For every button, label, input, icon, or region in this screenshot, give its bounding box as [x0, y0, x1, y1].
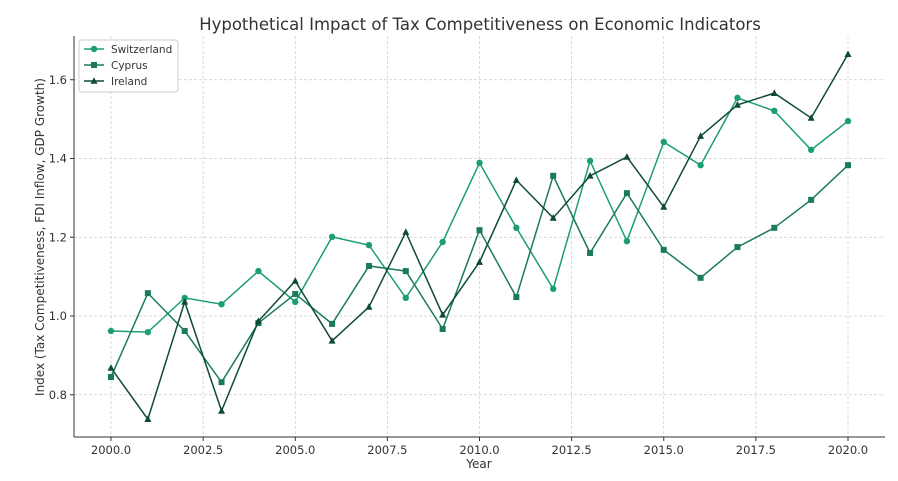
- x-tick-label: 2002.5: [183, 443, 223, 457]
- legend-marker-cyprus: [91, 62, 97, 68]
- y-tick-label: 0.8: [49, 388, 67, 402]
- data-point-ireland: [439, 311, 447, 318]
- data-point-ireland: [291, 277, 299, 284]
- data-point-switzerland: [807, 146, 815, 154]
- data-point-ireland: [402, 228, 410, 235]
- data-point-ireland: [844, 50, 852, 57]
- data-point-switzerland: [328, 233, 336, 241]
- data-point-ireland: [549, 214, 557, 221]
- data-point-cyprus: [660, 246, 667, 253]
- data-point-switzerland: [255, 267, 262, 275]
- data-point-cyprus: [365, 262, 372, 269]
- data-point-cyprus: [181, 327, 188, 334]
- y-tick-label: 1.0: [49, 309, 67, 323]
- data-point-switzerland: [623, 237, 631, 245]
- data-point-ireland: [512, 176, 520, 183]
- data-point-cyprus: [734, 244, 741, 251]
- y-tick-label: 1.4: [49, 152, 67, 166]
- data-point-ireland: [181, 298, 189, 305]
- data-point-ireland: [107, 364, 115, 371]
- x-tick-label: 2010.0: [459, 443, 499, 457]
- data-point-cyprus: [587, 250, 594, 256]
- data-point-cyprus: [108, 374, 114, 381]
- data-point-switzerland: [107, 327, 115, 335]
- data-point-cyprus: [550, 172, 557, 179]
- data-point-cyprus: [476, 227, 483, 234]
- x-tick-label: 2012.5: [552, 443, 592, 457]
- data-point-switzerland: [660, 138, 667, 146]
- x-tick-label: 2007.5: [367, 443, 407, 457]
- data-point-switzerland: [365, 241, 373, 249]
- data-point-switzerland: [586, 157, 594, 165]
- data-point-ireland: [697, 132, 705, 139]
- data-point-cyprus: [771, 224, 778, 231]
- data-point-switzerland: [292, 298, 299, 306]
- data-point-ireland: [623, 153, 631, 160]
- data-point-switzerland: [476, 159, 483, 167]
- data-point-switzerland: [771, 107, 778, 115]
- data-point-switzerland: [218, 300, 225, 308]
- data-point-switzerland: [844, 117, 852, 125]
- data-point-ireland: [365, 303, 373, 310]
- data-point-cyprus: [439, 325, 446, 332]
- data-point-cyprus: [329, 320, 336, 327]
- data-point-cyprus: [623, 190, 630, 197]
- legend-label-cyprus: Cyprus: [111, 60, 148, 72]
- data-point-ireland: [660, 203, 668, 210]
- data-point-cyprus: [218, 379, 225, 386]
- data-point-cyprus: [845, 162, 851, 169]
- legend-label-ireland: Ireland: [111, 76, 147, 88]
- data-point-switzerland: [513, 224, 520, 231]
- legend: Switzerland Cyprus Ireland: [78, 39, 179, 93]
- x-tick-label: 2020.0: [828, 443, 868, 457]
- x-tick-label: 2015.0: [644, 443, 684, 457]
- y-tick-label: 1.6: [49, 73, 67, 87]
- data-point-ireland: [770, 89, 778, 96]
- legend-label-switzerland: Switzerland: [111, 44, 172, 56]
- data-point-cyprus: [402, 268, 409, 275]
- y-tick-label: 1.2: [49, 230, 67, 244]
- data-point-cyprus: [513, 294, 520, 301]
- data-point-switzerland: [697, 161, 704, 169]
- x-tick-label: 2005.0: [275, 443, 315, 457]
- y-axis-label: Index (Tax Competitiveness, FDI Inflow, …: [33, 78, 47, 396]
- data-point-cyprus: [697, 274, 704, 281]
- data-point-switzerland: [181, 294, 188, 302]
- data-point-cyprus: [144, 290, 151, 297]
- data-point-ireland: [476, 258, 483, 265]
- data-point-ireland: [218, 407, 226, 414]
- data-point-ireland: [328, 337, 336, 344]
- data-point-switzerland: [402, 294, 409, 302]
- legend-marker-switzerland: [90, 45, 98, 53]
- legend-marker-ireland: [90, 77, 98, 84]
- data-point-ireland: [144, 415, 152, 422]
- data-point-ireland: [733, 101, 741, 108]
- x-tick-label: 2017.5: [736, 443, 776, 457]
- x-axis-label: Year: [465, 457, 491, 471]
- data-point-cyprus: [808, 196, 815, 203]
- data-point-switzerland: [550, 285, 557, 293]
- data-point-ireland: [254, 317, 262, 324]
- data-point-ireland: [807, 114, 815, 121]
- chart-title: Hypothetical Impact of Tax Competitivene…: [199, 15, 761, 34]
- data-point-switzerland: [734, 94, 741, 102]
- data-point-switzerland: [144, 328, 152, 336]
- data-point-ireland: [586, 172, 594, 179]
- data-point-cyprus: [292, 290, 299, 297]
- data-point-switzerland: [439, 238, 446, 246]
- x-tick-label: 2000.0: [91, 443, 131, 457]
